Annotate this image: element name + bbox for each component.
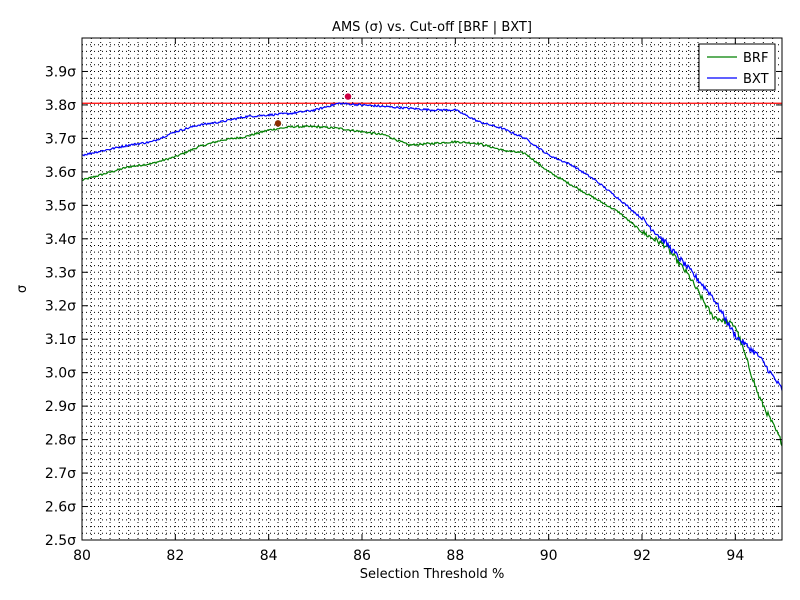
y-tick-label: 2.7σ bbox=[45, 466, 76, 482]
y-axis-label: σ bbox=[15, 285, 30, 293]
y-tick-label: 2.5σ bbox=[45, 533, 76, 549]
legend-label-brf: BRF bbox=[743, 51, 768, 66]
y-tick-label: 3.6σ bbox=[45, 165, 76, 181]
y-axis: 2.5σ 2.6σ 2.7σ 2.8σ 2.9σ 3.0σ 3.1σ 3.2σ 3.3σ 3.4σ… bbox=[45, 64, 782, 549]
y-tick-label: 3.1σ bbox=[45, 332, 76, 348]
max-marker-brf bbox=[274, 120, 282, 127]
y-tick-label: 3.0σ bbox=[45, 366, 76, 382]
y-tick-label: 3.5σ bbox=[45, 198, 76, 214]
y-tick-label: 3.4σ bbox=[45, 232, 76, 248]
x-axis: 80 82 84 86 88 90 92 94 bbox=[73, 38, 744, 564]
x-tick-label: 92 bbox=[633, 548, 651, 564]
x-tick-label: 88 bbox=[446, 548, 464, 564]
y-tick-label: 2.8σ bbox=[45, 433, 76, 449]
y-tick-label: 2.9σ bbox=[45, 399, 76, 415]
y-tick-label: 3.3σ bbox=[45, 265, 76, 281]
series-line-bxt bbox=[81, 102, 783, 391]
legend: BRF BXT bbox=[698, 43, 776, 91]
y-tick-label: 3.9σ bbox=[45, 64, 76, 80]
y-tick-label: 3.7σ bbox=[45, 131, 76, 147]
x-tick-label: 94 bbox=[726, 548, 744, 564]
y-tick-label: 3.8σ bbox=[45, 98, 76, 114]
x-tick-label: 80 bbox=[73, 548, 91, 564]
x-tick-label: 86 bbox=[353, 548, 371, 564]
x-tick-label: 84 bbox=[260, 548, 278, 564]
x-tick-label: 82 bbox=[166, 548, 184, 564]
x-tick-label: 90 bbox=[540, 548, 558, 564]
max-marker-group bbox=[274, 93, 352, 127]
grid bbox=[81, 37, 783, 541]
plot-frame bbox=[81, 37, 783, 541]
max-marker-bxt bbox=[344, 93, 352, 100]
series-line-brf bbox=[81, 124, 783, 447]
chart-title: AMS (σ) vs. Cut-off [BRF | BXT] bbox=[332, 20, 532, 35]
y-tick-label: 2.6σ bbox=[45, 500, 76, 516]
x-axis-label: Selection Threshold % bbox=[360, 567, 505, 582]
y-tick-label: 3.2σ bbox=[45, 299, 76, 315]
legend-box bbox=[698, 43, 776, 91]
legend-label-bxt: BXT bbox=[743, 72, 769, 87]
series-group bbox=[81, 102, 783, 447]
